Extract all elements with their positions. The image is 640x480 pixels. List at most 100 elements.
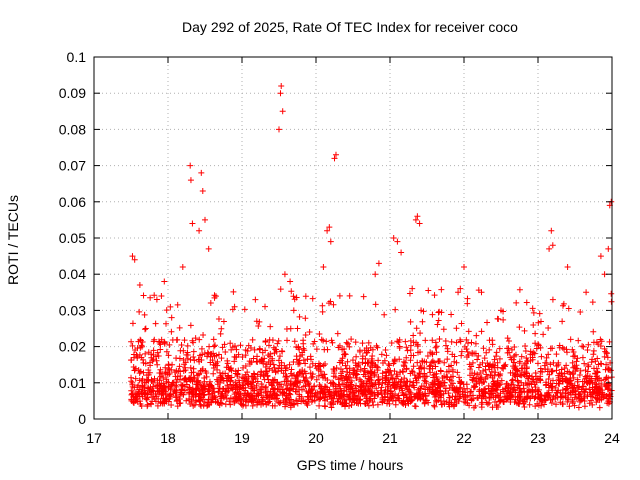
cloud-point [168,328,175,335]
cloud-point [430,372,437,379]
cloud-point [363,350,370,357]
cloud-point [545,376,552,383]
cloud-point [163,320,170,327]
cloud-point [157,383,164,390]
cloud-point [563,349,570,356]
data-point [375,260,382,267]
cloud-point [293,353,300,360]
cloud-point [254,353,261,360]
cloud-point [524,357,531,364]
cloud-point [370,402,377,409]
cloud-point [392,384,399,391]
cloud-point [209,395,216,402]
cloud-point [456,384,463,391]
data-point [189,220,196,227]
cloud-point [410,339,417,346]
cloud-point [377,387,384,394]
y-tick-label: 0.08 [59,121,86,137]
cloud-point [256,318,263,325]
cloud-point [201,378,208,385]
cloud-point [184,349,191,356]
cloud-point [379,370,386,377]
x-tick-label: 18 [160,430,176,446]
cloud-point [307,389,314,396]
cloud-point [401,375,408,382]
cloud-point [254,358,261,365]
cloud-point [543,379,550,386]
cloud-point [214,399,221,406]
cloud-point [168,381,175,388]
cloud-point [374,389,381,396]
cloud-point [162,388,169,395]
cloud-point [374,344,381,351]
cloud-point [401,392,408,399]
cloud-point [164,371,171,378]
cloud-point [435,317,442,324]
cloud-point [322,361,329,368]
cloud-point [320,374,327,381]
cloud-point [226,398,233,405]
cloud-point [299,367,306,374]
cloud-point [435,358,442,365]
cloud-point [427,349,434,356]
cloud-point [464,400,471,407]
cloud-point [548,367,555,374]
cloud-point [309,295,316,302]
data-point [142,325,149,332]
cloud-point [523,299,530,306]
cloud-point [567,389,574,396]
cloud-point [475,364,482,371]
cloud-point [154,349,161,356]
cloud-point [189,389,196,396]
cloud-point [580,388,587,395]
cloud-point [556,342,563,349]
cloud-point [534,394,541,401]
cloud-point [252,296,259,303]
cloud-point [198,357,205,364]
cloud-point [584,346,591,353]
cloud-point [352,360,359,367]
cloud-point [586,386,593,393]
cloud-point [215,351,222,358]
cloud-point [212,342,219,349]
cloud-point [161,383,168,390]
cloud-point [173,393,180,400]
cloud-point [255,392,262,399]
cloud-point [555,372,562,379]
cloud-point [469,359,476,366]
cloud-point [329,339,336,346]
y-tick-label: 0.07 [59,158,86,174]
cloud-point [549,377,556,384]
cloud-point [392,306,399,313]
cloud-point [538,402,545,409]
cloud-point [562,393,569,400]
cloud-point [140,369,147,376]
cloud-point [585,363,592,370]
cloud-point [200,331,207,338]
data-point [398,249,405,256]
cloud-point [438,394,445,401]
cloud-point [156,369,163,376]
cloud-point [400,400,407,407]
data-point [418,307,425,314]
cloud-point [319,302,326,309]
cloud-point [581,389,588,396]
cloud-point [242,402,249,409]
cloud-point [282,365,289,372]
cloud-point [350,367,357,374]
cloud-point [136,370,143,377]
cloud-point [317,383,324,390]
data-point [548,227,555,234]
cloud-point [494,377,501,384]
cloud-point [309,396,316,403]
cloud-point [267,350,274,357]
cloud-point [577,308,584,315]
cloud-point [348,336,355,343]
cloud-point [200,392,207,399]
cloud-point [547,345,554,352]
cloud-point [485,382,492,389]
cloud-point [566,403,573,410]
cloud-point [320,337,327,344]
data-point [129,253,136,260]
